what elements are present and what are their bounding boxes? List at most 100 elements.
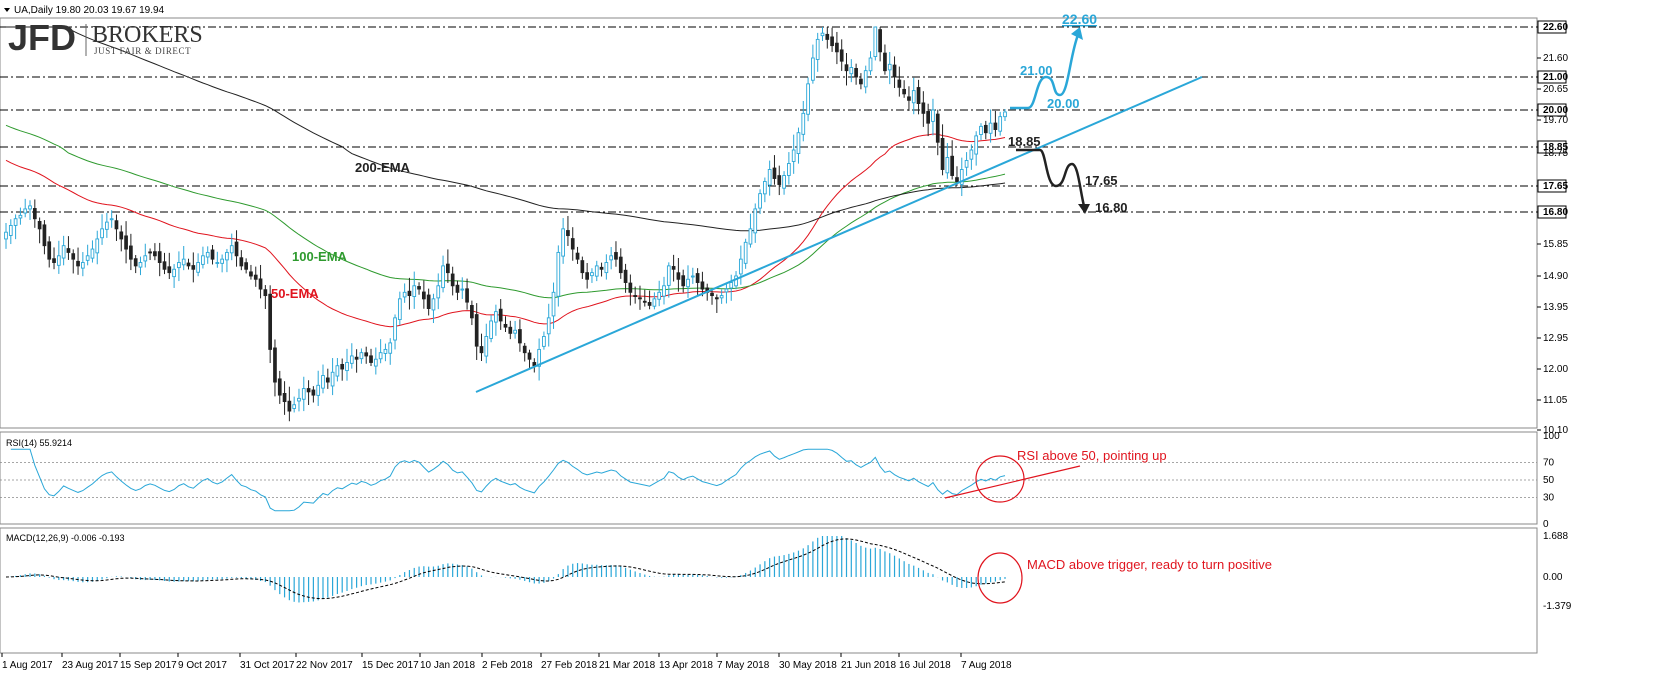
candle-body: [887, 63, 892, 71]
candle-body: [743, 241, 748, 264]
candle-body: [196, 262, 200, 273]
candle-body: [518, 329, 522, 344]
candle: [940, 124, 945, 176]
candle: [422, 280, 426, 309]
candle-body: [854, 68, 858, 78]
price-tick-label: 12.00: [1543, 364, 1568, 375]
candle-body: [993, 122, 998, 130]
collapse-triangle-icon[interactable]: [4, 8, 10, 12]
candle-body: [921, 102, 926, 114]
rsi-tick-label: 0: [1543, 519, 1549, 530]
candle-body: [710, 292, 714, 297]
candle: [306, 380, 311, 406]
jfd-logo: JFD BROKERS JUST FAIR & DIRECT: [8, 17, 203, 58]
candle: [210, 244, 215, 265]
candle: [129, 233, 133, 271]
candle-body: [657, 291, 662, 300]
rsi-highlight-circle: [975, 455, 1025, 503]
candle-body: [407, 290, 412, 297]
candle-body: [95, 238, 100, 254]
logo-jfd: JFD: [8, 17, 76, 58]
candle: [887, 51, 892, 85]
candle: [983, 120, 988, 140]
trendline: [475, 76, 1203, 393]
candle: [18, 207, 23, 225]
candle-body: [498, 308, 503, 322]
candle-body: [878, 29, 882, 53]
candle: [931, 98, 935, 136]
price-tick-label: 18.75: [1543, 148, 1568, 159]
candle-body: [686, 278, 690, 288]
candle: [580, 256, 585, 279]
candle: [835, 31, 839, 65]
candle: [119, 225, 124, 252]
candle-body: [330, 371, 335, 387]
candle-body: [590, 272, 594, 277]
candle-body: [143, 255, 148, 262]
candle: [873, 26, 878, 61]
candle: [225, 248, 229, 273]
candle-body: [969, 149, 974, 160]
candle-body: [998, 116, 1003, 132]
candle: [594, 260, 599, 282]
candle-body: [652, 298, 657, 307]
candle: [153, 243, 157, 261]
candle-body: [681, 275, 686, 287]
candle-body: [287, 400, 292, 412]
candle-body: [277, 378, 282, 396]
target-2260-label: 22.60: [1062, 11, 1097, 27]
macd-signal-line: [5, 538, 1006, 600]
candle: [181, 245, 186, 271]
candle: [369, 348, 373, 367]
price-level-box: [1537, 179, 1567, 193]
candle-body: [566, 230, 570, 237]
candle: [378, 339, 383, 364]
candle-body: [124, 235, 128, 250]
candle-body: [911, 90, 916, 104]
candle: [662, 276, 666, 305]
candle: [690, 267, 695, 284]
candle: [878, 27, 882, 62]
candle-body: [133, 258, 138, 267]
candle: [489, 315, 493, 343]
candle: [80, 252, 85, 277]
candle-body: [863, 70, 868, 88]
candle-body: [719, 295, 724, 299]
price-tick-label: 21.60: [1543, 53, 1568, 64]
candle-body: [974, 135, 979, 155]
candle-body: [758, 193, 762, 209]
candle: [719, 289, 724, 304]
candle: [959, 157, 964, 197]
candle-body: [225, 251, 229, 261]
candle-body: [455, 284, 460, 293]
rsi-panel: 100 70 50 30 0: [0, 431, 1560, 530]
candle: [787, 152, 791, 185]
candle: [311, 386, 316, 403]
candle-body: [729, 282, 734, 289]
candle: [791, 134, 796, 174]
logo-brokers: BROKERS: [92, 22, 203, 48]
candle: [849, 59, 854, 83]
candle: [201, 246, 205, 269]
candle-body: [772, 167, 777, 179]
ema100-line: [5, 124, 1006, 299]
candle-body: [28, 205, 32, 210]
candle-body: [979, 125, 983, 135]
price-tick-label: 19.70: [1543, 115, 1568, 126]
candle-body: [157, 251, 162, 263]
candle-body: [441, 265, 445, 289]
candle-body: [23, 208, 28, 214]
candle-body: [359, 352, 364, 360]
candle: [345, 348, 349, 381]
time-tick-label: 15 Dec 2017: [362, 660, 419, 671]
candle-body: [52, 258, 56, 263]
candle-body: [873, 26, 878, 57]
candle: [892, 56, 897, 89]
candle: [729, 274, 734, 301]
candle-body: [902, 88, 906, 95]
candle: [575, 246, 580, 264]
candle: [671, 254, 676, 282]
candle: [426, 288, 431, 316]
candle: [974, 131, 979, 166]
horizontal-levels: [0, 26, 1537, 213]
